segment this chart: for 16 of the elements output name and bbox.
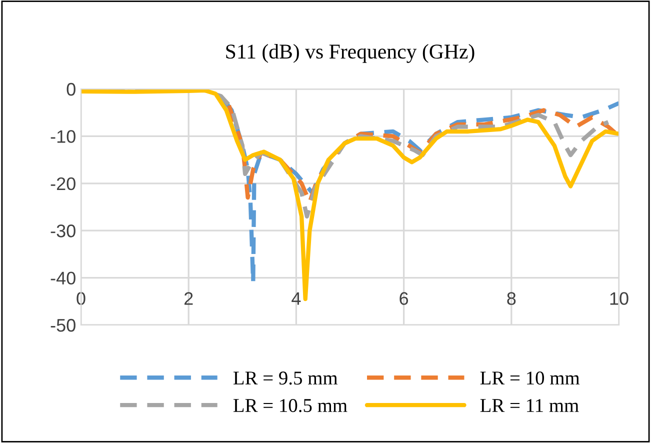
legend-label: LR = 11 mm — [480, 399, 579, 412]
x-tick-label: 8 — [507, 292, 516, 305]
y-tick-label: 0 — [66, 82, 76, 96]
y-tick-label: -50 — [50, 318, 76, 332]
legend-label: LR = 10 mm — [480, 372, 580, 385]
x-tick-label: 2 — [184, 292, 193, 305]
legend-label: LR = 10.5 mm — [233, 398, 348, 412]
chart-title: S11 (dB) vs Frequency (GHz) — [226, 44, 474, 63]
y-tick-label: -20 — [50, 177, 76, 190]
y-tick-label: -40 — [50, 272, 76, 285]
y-tick-label: -10 — [50, 130, 76, 143]
legend-label: LR = 9.5 mm — [233, 372, 338, 385]
x-tick-label: 6 — [400, 292, 408, 305]
x-tick-label: 4 — [292, 292, 301, 305]
x-tick-label: 10 — [610, 292, 628, 305]
y-tick-label: -30 — [50, 224, 76, 238]
